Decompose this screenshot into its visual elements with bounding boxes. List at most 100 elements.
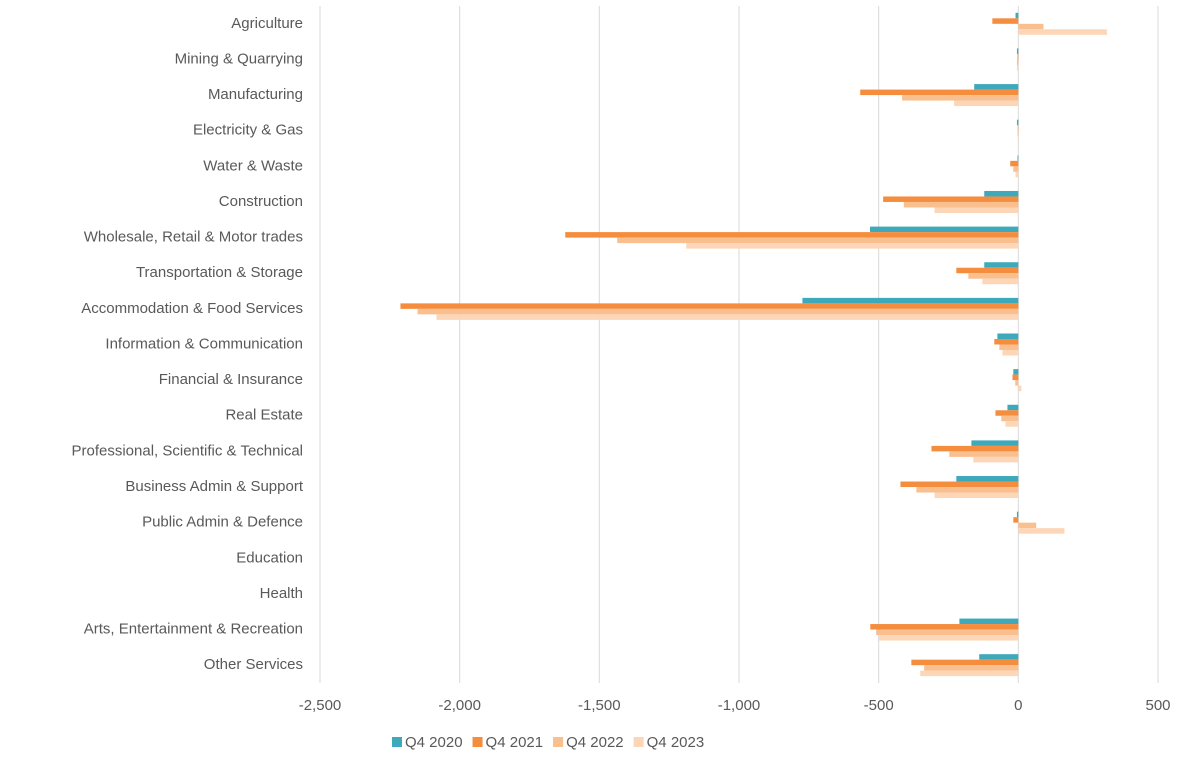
x-tick-label: -1,500: [578, 697, 621, 714]
bar: [984, 262, 1019, 268]
bar: [883, 196, 1019, 202]
bar: [956, 476, 1019, 482]
legend-label: Q4 2020: [405, 734, 463, 751]
bar: [974, 84, 1019, 90]
bar: [870, 226, 1019, 233]
y-tick-label: Manufacturing: [208, 86, 303, 103]
bar: [1016, 511, 1019, 518]
legend-label: Q4 2021: [486, 734, 544, 751]
bar: [1010, 160, 1019, 167]
bar: [968, 273, 1019, 279]
bar: [995, 410, 1019, 416]
y-tick-label: Real Estate: [225, 407, 303, 424]
legend-swatch: [472, 737, 483, 747]
bar: [903, 201, 1019, 208]
x-tick-label: 0: [1014, 697, 1022, 714]
x-tick-label: -1,000: [718, 697, 761, 714]
bar: [1016, 119, 1019, 126]
bar: [997, 333, 1019, 339]
y-tick-label: Accommodation & Food Services: [81, 300, 303, 317]
y-tick-label: Other Services: [204, 656, 303, 673]
y-tick-label: Construction: [219, 193, 303, 210]
bar: [617, 237, 1019, 244]
x-tick-label: -2,500: [299, 697, 342, 714]
bar: [973, 456, 1019, 463]
bar: [1007, 404, 1019, 411]
bar: [1017, 125, 1019, 131]
y-tick-label: Water & Waste: [203, 157, 303, 174]
y-tick-label: Information & Communication: [105, 335, 303, 352]
bar: [1012, 374, 1019, 381]
bar: [902, 95, 1019, 101]
y-tick-label: Education: [236, 549, 303, 566]
y-tick-label: Agriculture: [231, 15, 303, 32]
bar: [1005, 421, 1019, 427]
bar: [860, 89, 1019, 96]
y-tick-label: Business Admin & Support: [125, 478, 303, 495]
bar: [879, 635, 1019, 641]
y-tick-label: Transportation & Storage: [136, 264, 303, 281]
bar: [924, 665, 1019, 671]
bar: [994, 339, 1019, 345]
bar: [984, 190, 1019, 197]
bar: [911, 659, 1019, 666]
bar: [1018, 528, 1065, 534]
bar: [870, 624, 1019, 630]
bar: [1013, 166, 1019, 172]
bar: [1015, 171, 1019, 178]
y-tick-label: Electricity & Gas: [193, 122, 303, 139]
y-tick-label: Professional, Scientific & Technical: [71, 442, 303, 459]
y-tick-label: Health: [260, 585, 303, 602]
bar: [1017, 53, 1019, 60]
bar: [1018, 29, 1107, 35]
bar: [999, 344, 1019, 350]
bar: [934, 207, 1019, 213]
legend-label: Q4 2022: [566, 734, 624, 751]
legend-label: Q4 2023: [647, 734, 705, 751]
y-tick-label: Arts, Entertainment & Recreation: [84, 621, 303, 638]
bar: [1013, 517, 1019, 523]
legend-swatch: [392, 737, 402, 747]
bar: [982, 278, 1019, 285]
bar: [802, 297, 1019, 304]
bar: [1017, 155, 1019, 161]
y-tick-label: Financial & Insurance: [159, 371, 303, 388]
x-tick-label: -500: [864, 697, 894, 714]
bar: [956, 267, 1019, 274]
bar: [400, 303, 1019, 309]
bar: [920, 670, 1019, 677]
y-tick-label: Mining & Quarrying: [175, 50, 303, 67]
bar: [954, 100, 1019, 107]
x-tick-label: 500: [1145, 697, 1170, 714]
bar: [417, 308, 1019, 315]
bar: [934, 492, 1019, 499]
legend-swatch: [633, 737, 644, 747]
bar: [1013, 369, 1019, 375]
bar: [1018, 385, 1022, 392]
bar: [1017, 136, 1019, 142]
bar: [971, 440, 1019, 446]
bar: [436, 314, 1019, 320]
bar: [1018, 522, 1037, 529]
legend-swatch: [553, 737, 564, 747]
y-tick-label: Public Admin & Defence: [142, 514, 303, 531]
bar: [949, 451, 1019, 457]
bar: [1015, 12, 1019, 19]
bar: [1018, 23, 1044, 30]
x-tick-label: -2,000: [438, 697, 481, 714]
bar: [959, 618, 1019, 625]
bar: [876, 629, 1019, 636]
bar: [992, 18, 1019, 24]
y-tick-label: Wholesale, Retail & Motor trades: [84, 229, 303, 246]
bar: [1002, 350, 1019, 356]
bar: [1017, 130, 1019, 137]
bar: [1016, 64, 1019, 71]
bar: [1016, 59, 1019, 65]
bar: [565, 232, 1019, 238]
bar: [1001, 415, 1019, 422]
bar: [686, 243, 1019, 249]
bar: [1016, 48, 1019, 54]
bar: [1015, 380, 1019, 386]
bar: [979, 654, 1019, 660]
